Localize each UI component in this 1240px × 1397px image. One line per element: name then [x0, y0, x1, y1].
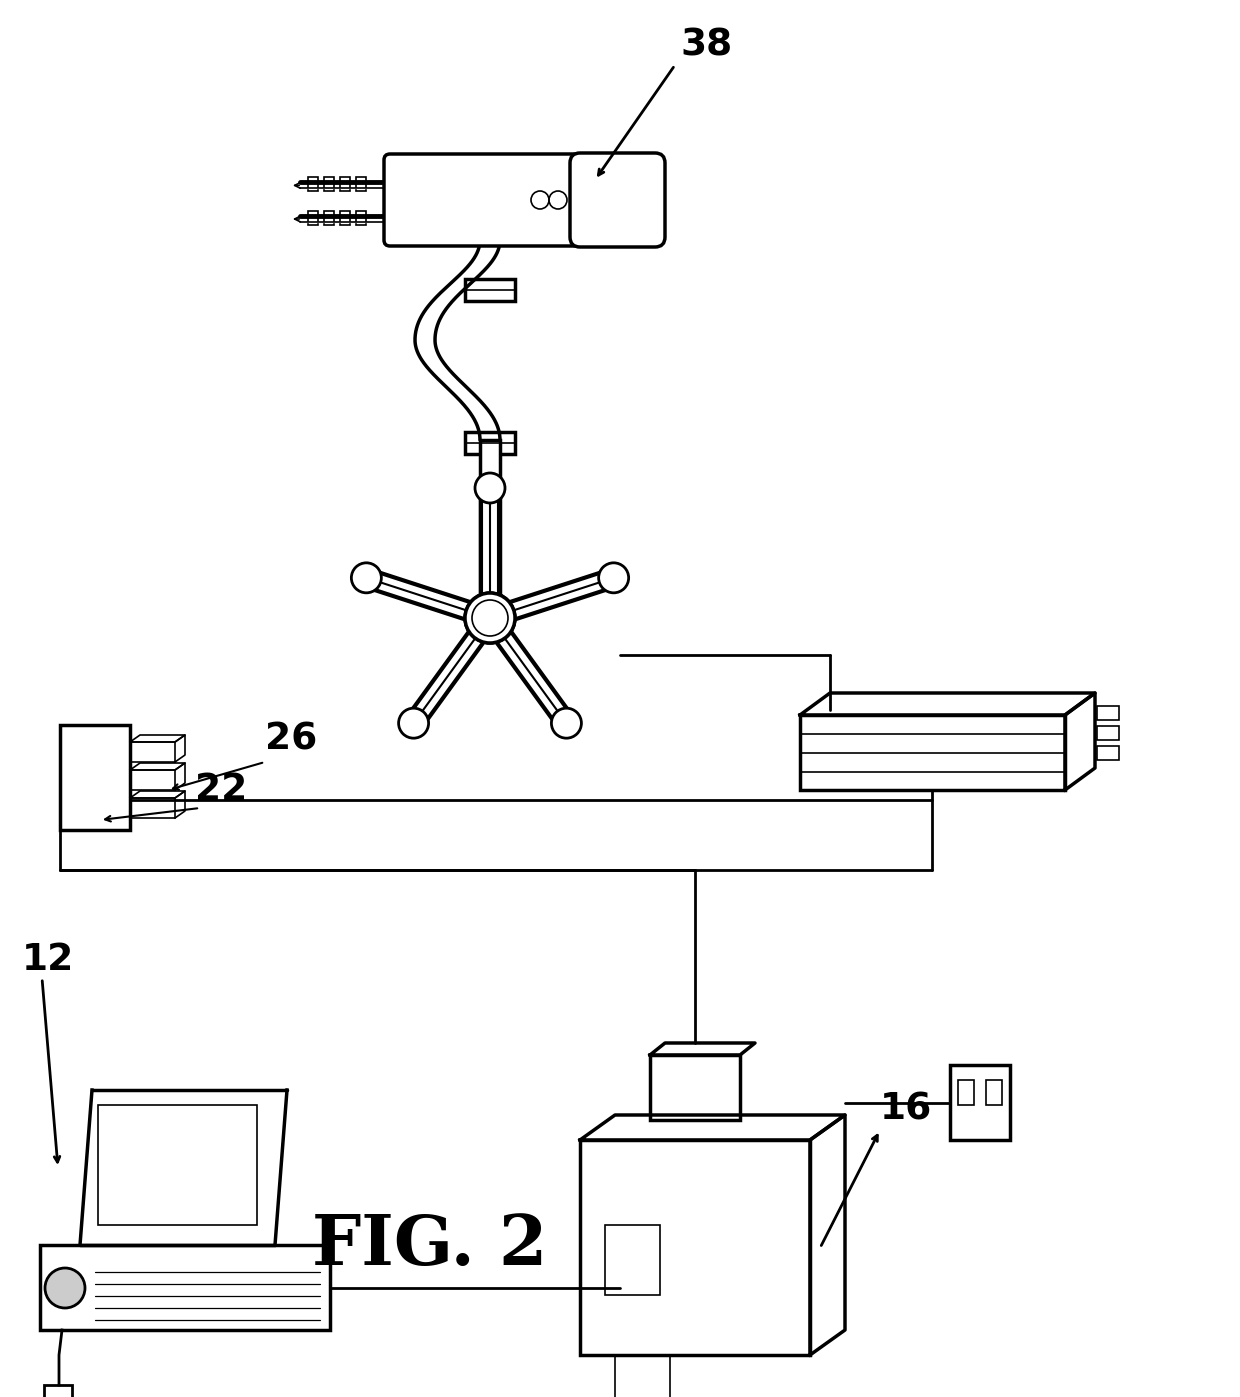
FancyBboxPatch shape — [384, 154, 596, 246]
Bar — [950, 1065, 1011, 1140]
FancyBboxPatch shape — [570, 154, 665, 247]
Text: 12: 12 — [22, 942, 74, 978]
Bar — [340, 211, 350, 225]
Bar — [959, 1080, 973, 1105]
Bar — [308, 177, 317, 191]
Text: 26: 26 — [265, 722, 317, 759]
Bar — [308, 211, 317, 225]
Bar — [356, 177, 366, 191]
Bar — [800, 715, 1065, 789]
Circle shape — [465, 592, 515, 643]
Circle shape — [465, 592, 515, 643]
Text: 22: 22 — [195, 773, 247, 807]
Bar — [130, 798, 175, 819]
Text: FIG. 2: FIG. 2 — [312, 1213, 548, 1280]
Bar — [356, 211, 366, 225]
Circle shape — [475, 474, 505, 503]
Bar — [43, 1384, 72, 1397]
Bar — [1097, 705, 1118, 719]
Bar — [465, 279, 515, 300]
Bar — [60, 725, 130, 830]
Circle shape — [599, 563, 629, 592]
Text: 16: 16 — [880, 1092, 932, 1127]
Bar — [986, 1080, 1002, 1105]
Bar — [465, 432, 515, 454]
Bar — [40, 1245, 330, 1330]
Bar — [396, 172, 490, 228]
Bar — [605, 1225, 660, 1295]
Circle shape — [552, 708, 582, 738]
Bar — [130, 770, 175, 789]
Bar — [98, 1105, 257, 1225]
Bar — [650, 1055, 740, 1120]
Circle shape — [351, 563, 382, 592]
Bar — [324, 177, 334, 191]
Bar — [580, 1140, 810, 1355]
Bar — [340, 177, 350, 191]
Bar — [1097, 726, 1118, 740]
Circle shape — [45, 1268, 86, 1308]
Bar — [1097, 746, 1118, 760]
Circle shape — [398, 708, 429, 738]
Bar — [324, 211, 334, 225]
Text: 38: 38 — [680, 27, 733, 63]
Bar — [130, 742, 175, 761]
Bar — [480, 440, 500, 610]
